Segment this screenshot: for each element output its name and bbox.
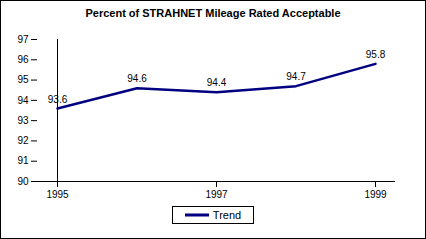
html-text:Percent of STRAHNET Mileage Ra: Percent of STRAHNET Mileage Rated Accept…	[85, 7, 341, 19]
svg-text:93: 93	[17, 115, 29, 126]
svg-text:94: 94	[17, 95, 29, 106]
svg-text:92: 92	[17, 135, 29, 146]
svg-text:96: 96	[17, 54, 29, 65]
svg-text:90: 90	[17, 176, 29, 187]
html-text:Trend: Trend	[212, 209, 242, 221]
svg-text:1999: 1999	[364, 189, 387, 200]
svg-text:94.4: 94.4	[207, 77, 227, 88]
svg-text:94.7: 94.7	[286, 71, 306, 82]
svg-text:94.6: 94.6	[127, 73, 147, 84]
svg-text:91: 91	[17, 155, 29, 166]
svg-text:95: 95	[17, 74, 29, 85]
svg-text:95.8: 95.8	[366, 49, 386, 60]
svg-text:1995: 1995	[46, 189, 69, 200]
svg-text:93.6: 93.6	[48, 94, 68, 105]
svg-text:97: 97	[17, 34, 29, 45]
svg-text:1997: 1997	[205, 189, 228, 200]
